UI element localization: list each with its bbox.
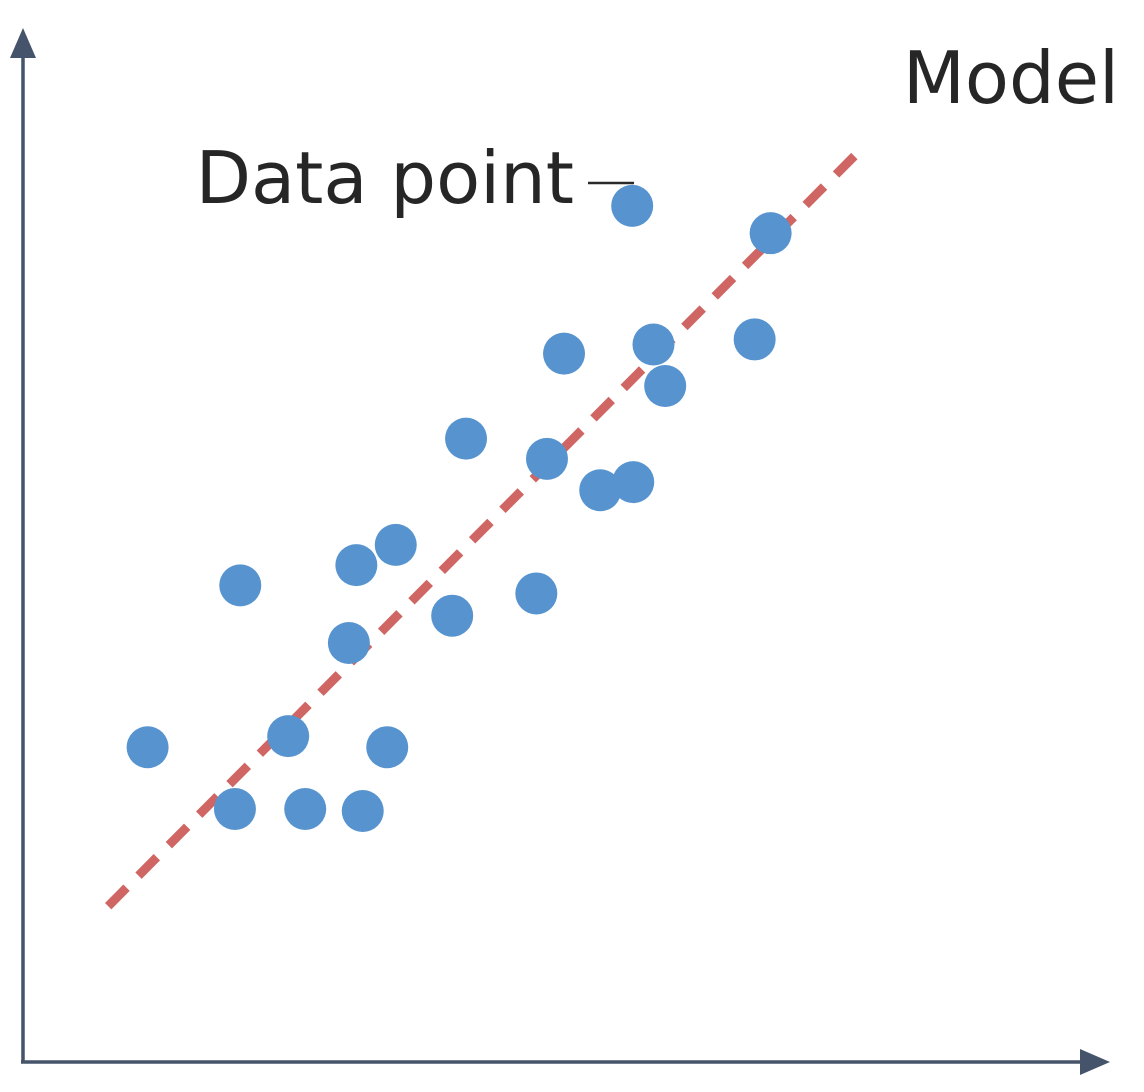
data-point-4 [341, 790, 384, 833]
data-point-3 [284, 788, 327, 830]
axes [10, 28, 1110, 1075]
data-point-6 [366, 726, 409, 769]
data-points [126, 184, 792, 833]
model-layer [105, 144, 866, 910]
data-point-9 [335, 544, 378, 587]
annotation-labels: Data point Model [196, 36, 1119, 220]
data-point-21 [749, 212, 792, 255]
data-point-14 [525, 437, 568, 480]
data-point-7 [219, 564, 262, 607]
data-point-label: Data point [196, 136, 574, 220]
data-point-19 [644, 364, 687, 407]
data-point-11 [431, 594, 474, 637]
data-point-8 [327, 622, 370, 665]
data-point-20 [733, 318, 776, 361]
data-point-10 [374, 523, 417, 566]
y-axis-arrow-icon [10, 28, 36, 58]
data-point-17 [543, 332, 586, 375]
model-line [105, 144, 866, 910]
data-point-1 [126, 726, 169, 769]
data-point-16 [612, 461, 655, 504]
data-point-18 [632, 323, 675, 366]
model-label: Model [903, 36, 1119, 120]
data-point-2 [213, 788, 256, 830]
data-point-22 [611, 184, 654, 227]
x-axis-arrow-icon [1080, 1049, 1110, 1075]
data-point-5 [267, 715, 310, 758]
data-point-13 [445, 417, 488, 460]
data-point-15 [579, 469, 622, 512]
data-point-12 [515, 572, 558, 615]
